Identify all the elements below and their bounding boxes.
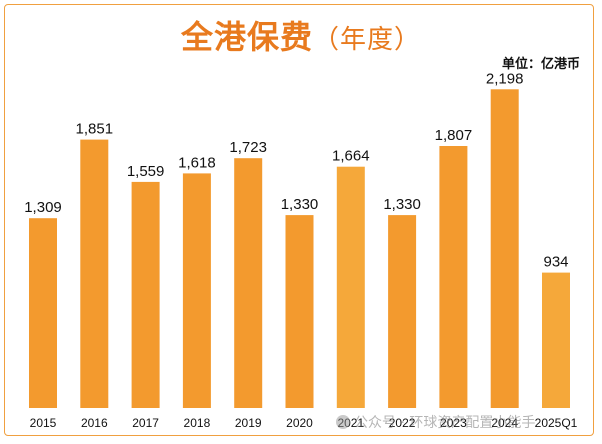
x-tick-2020: 2020	[286, 416, 313, 430]
x-tick-2019: 2019	[235, 416, 262, 430]
bar-2017	[131, 181, 160, 408]
x-tick-2024: 2024	[491, 416, 518, 430]
bar-2019	[234, 158, 263, 408]
value-label-2018: 1,618	[178, 154, 216, 171]
chart-title: 全港保费（年度）	[0, 12, 602, 58]
x-tick-2016: 2016	[81, 416, 108, 430]
value-label-2021: 1,664	[332, 148, 370, 165]
watermark: 公众号 · 环球资产配置小能手	[336, 412, 535, 432]
value-label-2017: 1,559	[127, 163, 165, 180]
x-tick-2017: 2017	[132, 416, 159, 430]
value-label-2019: 1,723	[229, 139, 267, 156]
bar-2023	[439, 146, 468, 408]
value-label-2015: 1,309	[24, 199, 62, 216]
x-tick-2022: 2022	[389, 416, 416, 430]
value-label-2025Q1: 934	[543, 254, 568, 271]
bar-2024	[490, 89, 519, 409]
x-tick-2025Q1: 2025Q1	[535, 416, 578, 430]
unit-label: 单位：亿港币	[501, 57, 580, 72]
value-label-2020: 1,330	[281, 196, 319, 213]
bar-2015	[29, 218, 57, 408]
x-tick-2015: 2015	[30, 416, 57, 430]
bar-2021	[336, 166, 365, 408]
chart-title-sub: （年度）	[313, 25, 422, 55]
value-label-2016: 1,851	[76, 121, 114, 138]
bar-2018	[182, 173, 211, 408]
bar-2025Q1	[542, 272, 570, 408]
wechat-icon	[336, 415, 350, 429]
x-tick-2023: 2023	[440, 416, 467, 430]
value-label-2024: 2,198	[486, 70, 524, 87]
bar-2022	[388, 215, 417, 408]
value-label-2022: 1,330	[383, 196, 421, 213]
bar-2020	[285, 215, 314, 408]
watermark-text: 公众号 · 环球资产配置小能手	[354, 415, 536, 431]
value-label-2023: 1,807	[435, 127, 473, 144]
x-tick-2018: 2018	[184, 416, 211, 430]
chart-title-main: 全港保费	[180, 18, 313, 56]
bar-2016	[80, 139, 109, 408]
